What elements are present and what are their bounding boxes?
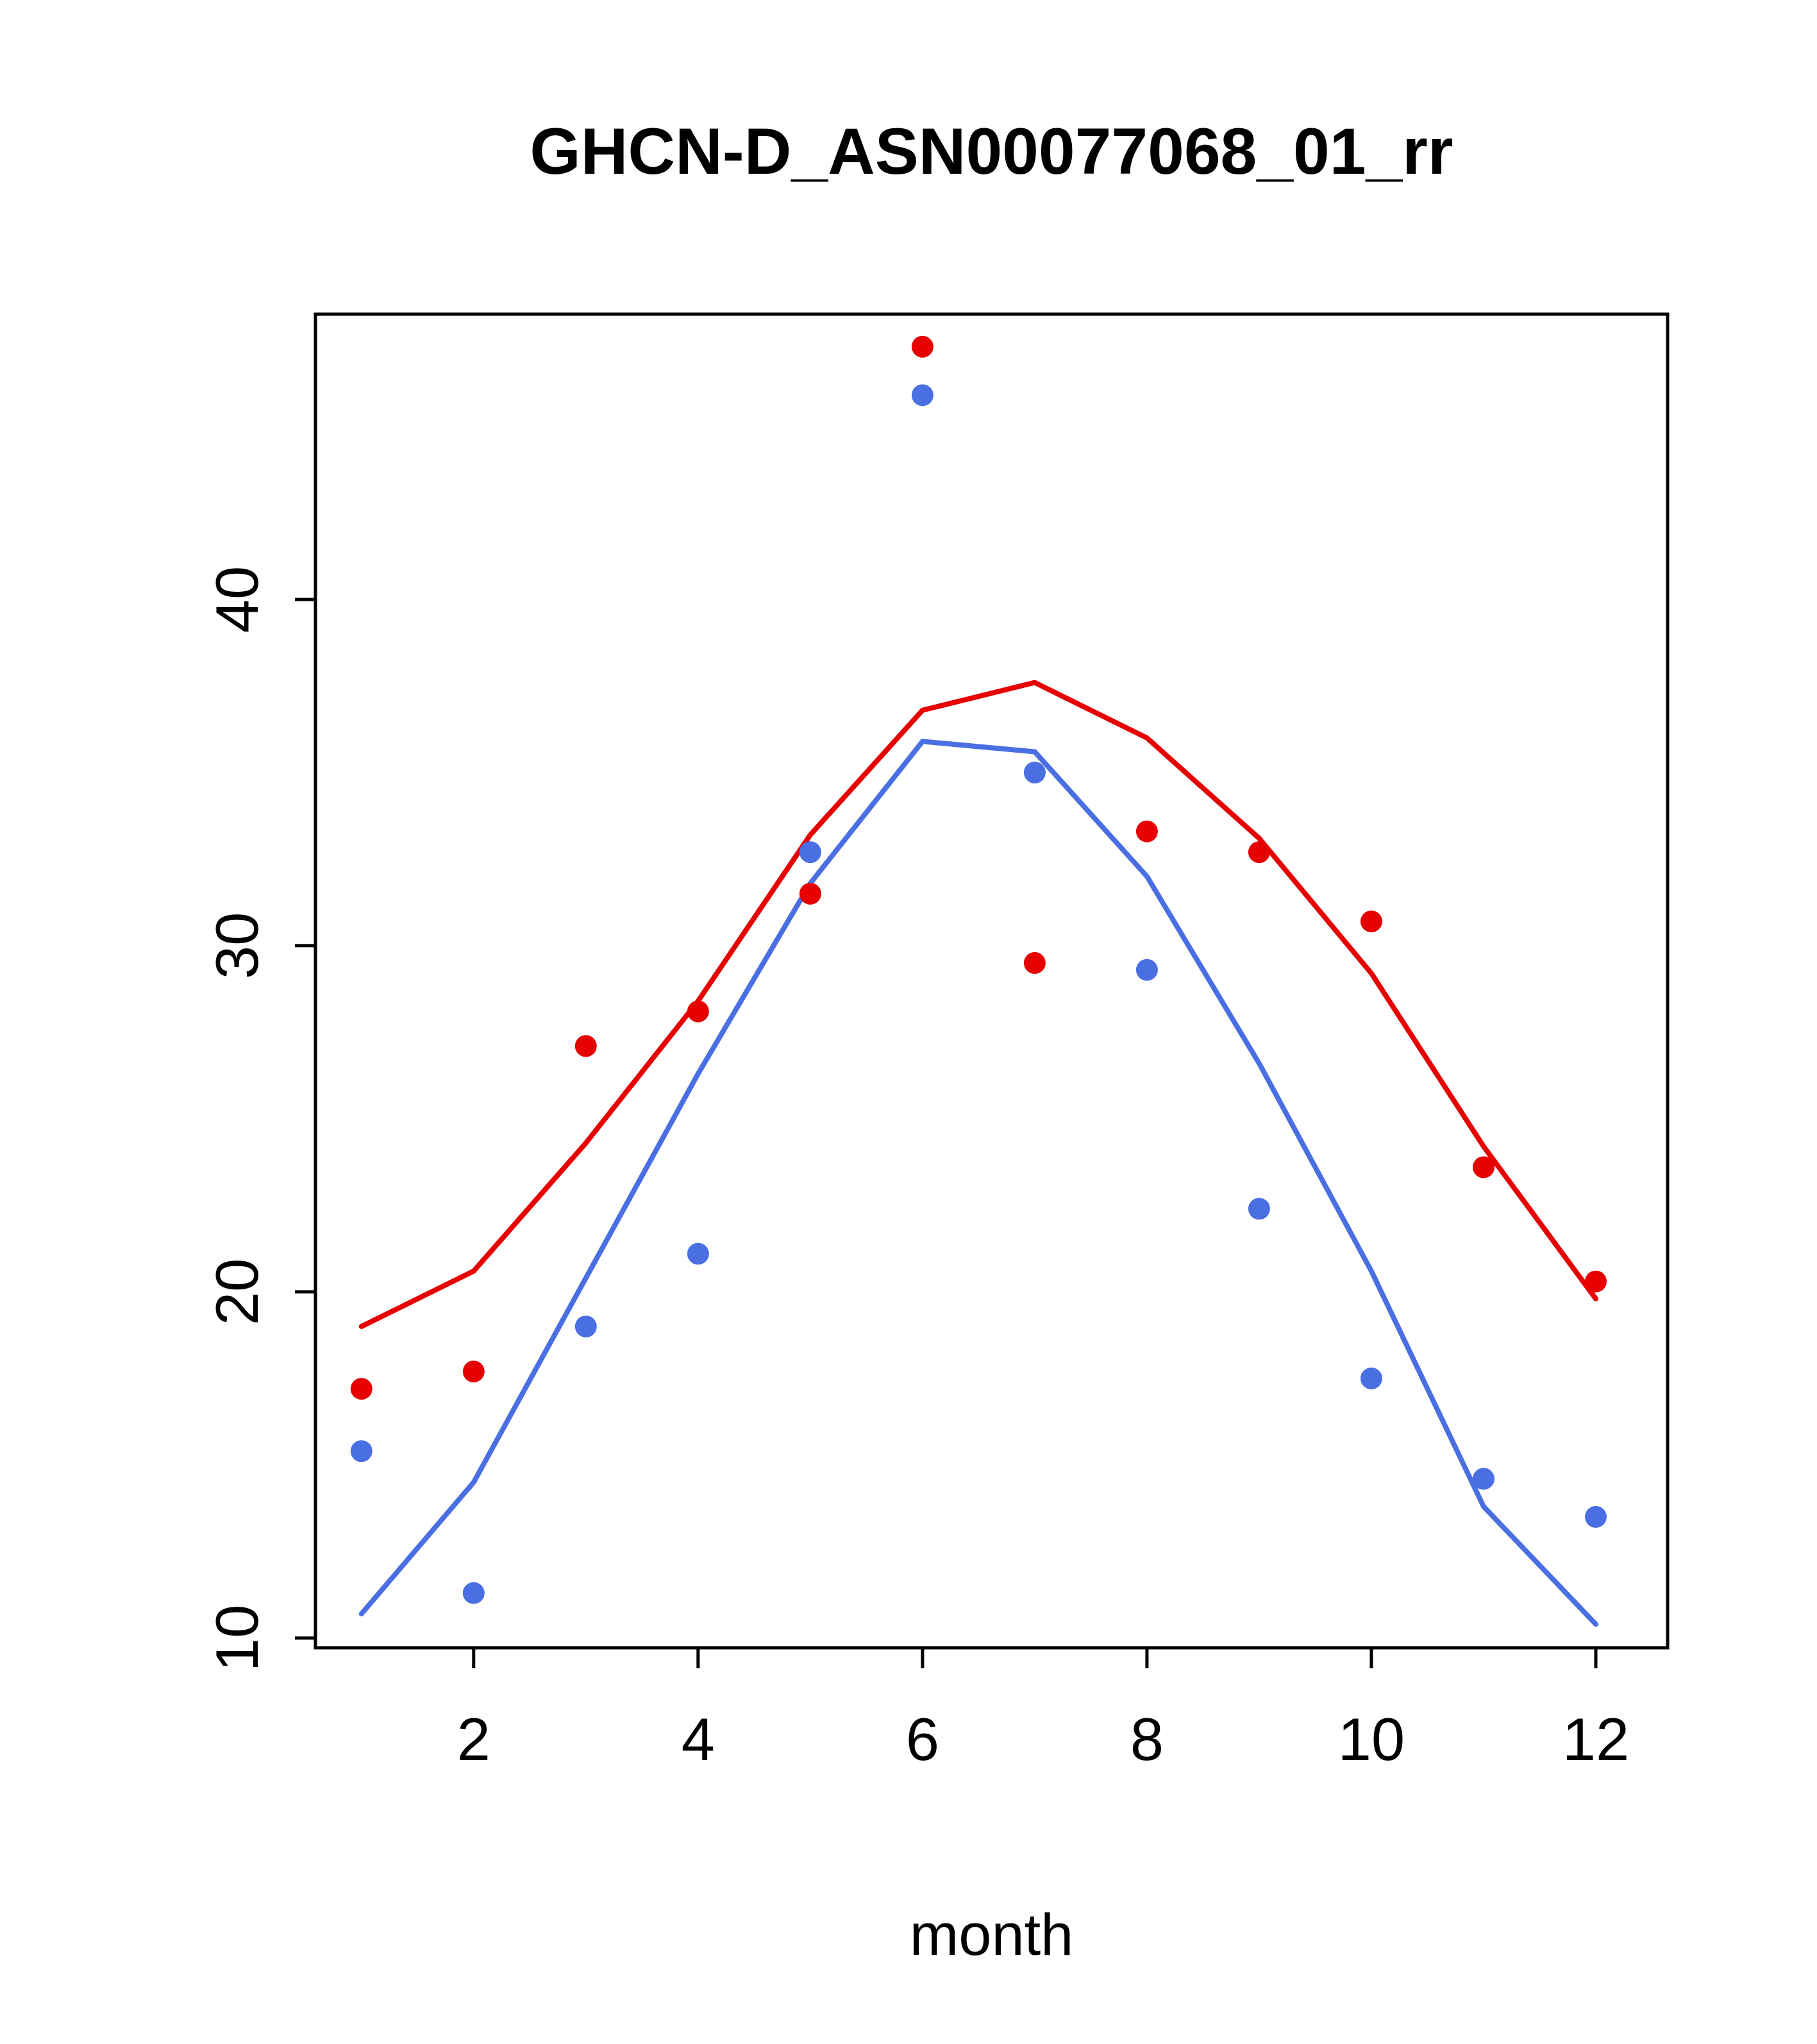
y-tick-label: 20 — [203, 1259, 271, 1326]
y-tick-label: 30 — [203, 912, 271, 980]
data-point-blue-points — [350, 1440, 373, 1462]
data-point-blue-points — [462, 1582, 485, 1604]
data-point-blue-points — [1248, 1198, 1270, 1220]
data-point-red-points — [1135, 820, 1158, 842]
data-point-blue-points — [1472, 1468, 1495, 1490]
data-point-blue-points — [799, 841, 821, 864]
data-point-blue-points — [1360, 1367, 1382, 1389]
data-point-blue-points — [1135, 959, 1158, 981]
data-point-blue-points — [911, 384, 934, 406]
chart-title: GHCN-D_ASN00077068_01_rr — [530, 115, 1453, 188]
y-tick-label: 40 — [203, 566, 271, 633]
data-point-blue-points — [687, 1243, 709, 1265]
data-point-red-points — [1023, 951, 1046, 974]
data-point-red-points — [350, 1378, 373, 1400]
data-point-red-points — [574, 1035, 597, 1057]
x-tick-label: 4 — [682, 1705, 715, 1773]
data-point-red-points — [1472, 1156, 1495, 1178]
plot-border — [314, 312, 1670, 1650]
x-tick-label: 6 — [906, 1705, 939, 1773]
data-point-red-points — [462, 1361, 485, 1383]
data-point-blue-points — [1584, 1505, 1607, 1528]
data-point-red-points — [1248, 841, 1270, 864]
data-point-red-points — [1584, 1270, 1607, 1293]
y-tick-label: 10 — [203, 1605, 271, 1672]
x-tick-label: 12 — [1562, 1705, 1630, 1773]
trend-red-line — [358, 680, 1598, 1329]
x-tick-label: 10 — [1338, 1705, 1405, 1773]
x-axis-label: month — [909, 1902, 1074, 1968]
data-point-blue-points — [1023, 761, 1046, 783]
data-point-red-points — [799, 882, 821, 905]
data-point-red-points — [911, 335, 934, 358]
trend-blue-line — [358, 739, 1598, 1627]
data-point-red-points — [687, 1000, 709, 1023]
x-tick-label: 2 — [457, 1705, 490, 1773]
data-point-blue-points — [574, 1315, 597, 1337]
x-tick-label: 8 — [1130, 1705, 1164, 1773]
data-point-red-points — [1360, 910, 1382, 933]
